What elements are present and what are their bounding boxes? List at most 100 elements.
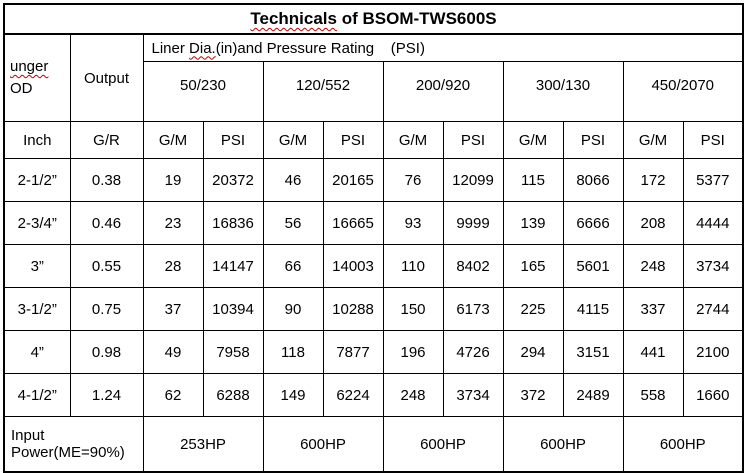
data-cell: 149 — [262, 373, 324, 417]
subheader-psi: PSI — [562, 121, 624, 159]
title-row: Technicals of BSOM-TWS600S — [3, 3, 744, 35]
data-cell: 10394 — [202, 287, 264, 331]
data-cell: 4444 — [682, 201, 744, 245]
data-cell: 172 — [622, 158, 684, 202]
data-cell: 23 — [142, 201, 204, 245]
footer-row: Input Power(ME=90%) 253HP 600HP 600HP 60… — [3, 416, 744, 473]
footer-value-cell: 600HP — [622, 416, 744, 473]
row-label-cell: 4” — [3, 330, 71, 374]
group-header-200-920: 200/920 — [382, 61, 504, 122]
subheader-gm: G/M — [382, 121, 444, 159]
data-cell: 248 — [382, 373, 444, 417]
data-cell: 12099 — [442, 158, 504, 202]
spec-table: Technicals of BSOM-TWS600S unger OD Outp… — [3, 3, 744, 473]
table-row: 3” 0.55 28 14147 66 14003 110 8402 165 5… — [3, 244, 744, 288]
data-cell: 5601 — [562, 244, 624, 288]
data-cell: 4726 — [442, 330, 504, 374]
data-cell: 196 — [382, 330, 444, 374]
table-title: Technicals of BSOM-TWS600S — [3, 3, 744, 35]
data-cell: 3151 — [562, 330, 624, 374]
data-cell: 2100 — [682, 330, 744, 374]
data-cell: 118 — [262, 330, 324, 374]
header-output-cell: Output — [69, 33, 144, 122]
row-label-cell: 3” — [3, 244, 71, 288]
liner-highlight: Dia. — [189, 39, 216, 57]
header-od-cell: unger OD — [3, 33, 71, 122]
data-cell: 49 — [142, 330, 204, 374]
table-row: 3-1/2” 0.75 37 10394 90 10288 150 6173 2… — [3, 287, 744, 331]
data-cell: 8066 — [562, 158, 624, 202]
data-cell: 90 — [262, 287, 324, 331]
footer-label-cell: Input Power(ME=90%) — [3, 416, 144, 473]
data-cell: 6224 — [322, 373, 384, 417]
data-cell: 37 — [142, 287, 204, 331]
row-label-cell: 4-1/2” — [3, 373, 71, 417]
group-header-450-2070: 450/2070 — [622, 61, 744, 122]
data-cell: 139 — [502, 201, 564, 245]
data-cell: 46 — [262, 158, 324, 202]
subheader-gm: G/M — [142, 121, 204, 159]
data-cell: 225 — [502, 287, 564, 331]
gr-cell: 0.46 — [69, 201, 144, 245]
data-cell: 150 — [382, 287, 444, 331]
data-cell: 9999 — [442, 201, 504, 245]
data-cell: 2489 — [562, 373, 624, 417]
data-cell: 5377 — [682, 158, 744, 202]
data-cell: 20165 — [322, 158, 384, 202]
data-cell: 115 — [502, 158, 564, 202]
data-cell: 62 — [142, 373, 204, 417]
data-cell: 16836 — [202, 201, 264, 245]
data-cell: 6666 — [562, 201, 624, 245]
data-cell: 20372 — [202, 158, 264, 202]
header-od-line1: unger — [10, 56, 69, 78]
row-label-cell: 2-3/4” — [3, 201, 71, 245]
gr-cell: 0.75 — [69, 287, 144, 331]
data-cell: 56 — [262, 201, 324, 245]
group-header-row: 50/230 120/552 200/920 300/130 450/2070 — [4, 61, 744, 122]
data-cell: 6288 — [202, 373, 264, 417]
subheader-psi: PSI — [202, 121, 264, 159]
document-page: Technicals of BSOM-TWS600S unger OD Outp… — [3, 3, 744, 473]
data-cell: 93 — [382, 201, 444, 245]
data-cell: 8402 — [442, 244, 504, 288]
data-cell: 14147 — [202, 244, 264, 288]
subheader-gm: G/M — [622, 121, 684, 159]
data-cell: 16665 — [322, 201, 384, 245]
data-cell: 372 — [502, 373, 564, 417]
data-cell: 294 — [502, 330, 564, 374]
table-row: 2-3/4” 0.46 23 16836 56 16665 93 9999 13… — [3, 201, 744, 245]
data-cell: 2744 — [682, 287, 744, 331]
group-header-120-552: 120/552 — [262, 61, 384, 122]
title-highlight: Technicals — [250, 9, 337, 28]
data-cell: 558 — [622, 373, 684, 417]
table-row: 4” 0.98 49 7958 118 7877 196 4726 294 31… — [3, 330, 744, 374]
gr-cell: 0.98 — [69, 330, 144, 374]
liner-post: (in)and Pressure Rating (PSI) — [215, 39, 425, 57]
footer-value-cell: 253HP — [142, 416, 264, 473]
subheader-gm: G/M — [262, 121, 324, 159]
title-rest: of BSOM-TWS600S — [337, 9, 497, 28]
data-cell: 14003 — [322, 244, 384, 288]
data-cell: 337 — [622, 287, 684, 331]
data-cell: 3734 — [442, 373, 504, 417]
table-row: 4-1/2” 1.24 62 6288 149 6224 248 3734 37… — [3, 373, 744, 417]
data-cell: 7877 — [322, 330, 384, 374]
header-od-line2: OD — [10, 80, 33, 97]
subheader-row: Inch G/R G/M PSI G/M PSI G/M PSI G/M PSI… — [3, 121, 744, 159]
data-cell: 7958 — [202, 330, 264, 374]
data-cell: 6173 — [442, 287, 504, 331]
group-header-300-130: 300/130 — [502, 61, 624, 122]
subheader-psi: PSI — [442, 121, 504, 159]
data-cell: 1660 — [682, 373, 744, 417]
data-cell: 3734 — [682, 244, 744, 288]
footer-value-cell: 600HP — [502, 416, 624, 473]
liner-pre: Liner — [151, 39, 190, 57]
gr-cell: 0.55 — [69, 244, 144, 288]
data-cell: 248 — [622, 244, 684, 288]
subheader-psi: PSI — [322, 121, 384, 159]
footer-value-cell: 600HP — [262, 416, 384, 473]
data-cell: 110 — [382, 244, 444, 288]
data-cell: 66 — [262, 244, 324, 288]
header-liner-cell: Liner Dia.(in)and Pressure Rating (PSI) — [142, 33, 744, 62]
header-od-word: unger — [10, 58, 49, 75]
